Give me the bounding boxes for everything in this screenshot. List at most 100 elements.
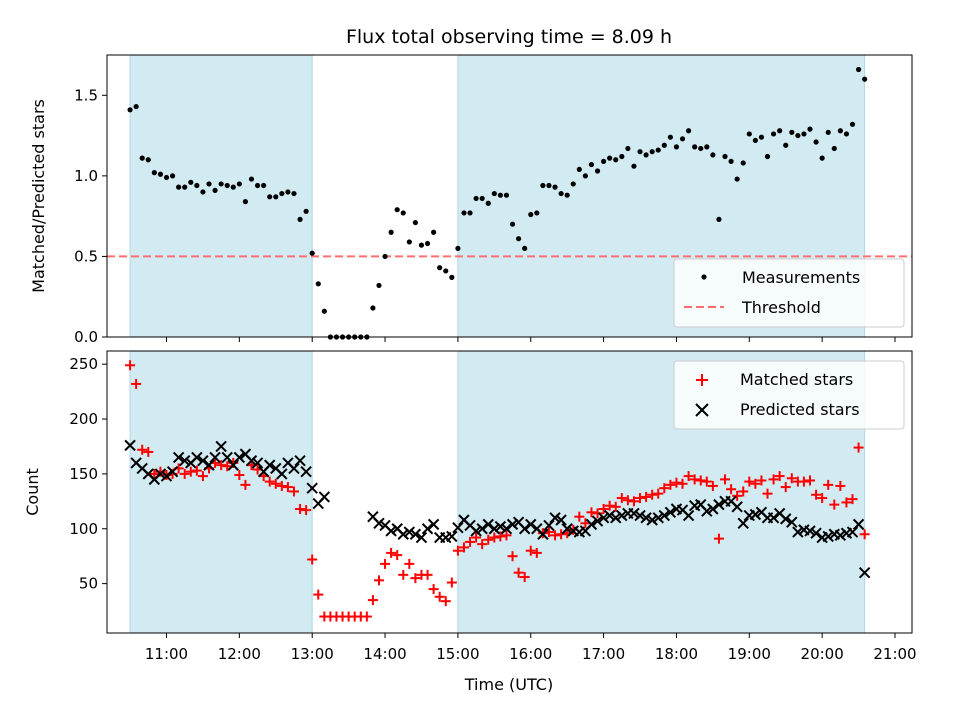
matched-star-point [440,596,451,607]
matched-star-point [841,497,852,508]
predicted-star-point [858,566,871,579]
y-tick-label: 250 [69,355,98,373]
matched-star-point [616,493,627,504]
measurement-point [600,158,607,164]
predicted-star-point [233,451,246,464]
matched-star-point [313,589,324,600]
matched-star-point [762,488,773,499]
bottom-axes-frame [106,350,913,634]
measurement-point [564,192,570,198]
measurement-point [594,168,601,174]
matched-star-point [276,480,287,491]
x-tick-label: 16:00 [509,645,552,663]
predicted-star-point [209,451,221,464]
matched-star-point [756,475,767,486]
x-tick-label: 17:00 [582,645,625,663]
x-tick-label: 21:00 [873,645,916,663]
predicted-star-point [597,512,610,524]
measurement-point [546,182,552,189]
measurement-point [704,144,710,150]
predicted-star-point [166,465,179,478]
measurement-point [218,181,224,187]
predicted-star-point [792,526,804,538]
measurement-point [783,142,789,148]
legend-measurements-marker [701,274,707,280]
predicted-star-point [737,517,749,529]
predicted-star-point [294,455,306,467]
measurement-point [370,305,376,311]
predicted-star-point [852,518,865,531]
matched-star-point [628,496,639,507]
measurement-point [400,210,406,216]
measurement-point [552,184,558,190]
measurement-point [139,155,145,161]
measurement-point [758,134,765,140]
predicted-star-point [786,516,798,528]
shaded-band-0 [129,350,313,634]
chart-title: Flux total observing time = 8.09 h [346,26,672,48]
matched-star-point [519,572,530,583]
y-tick-label: 150 [69,465,98,483]
predicted-star-point [780,513,792,525]
predicted-star-point [288,462,300,475]
measurement-point [479,195,485,202]
measurement-point [582,173,588,179]
matched-star-point [677,478,688,489]
matched-star-point [137,444,148,455]
matched-star-point [829,499,840,510]
predicted-star-point [822,530,834,543]
y-tick-label: 1.5 [74,86,98,104]
matched-star-point [641,491,652,502]
matched-star-point [805,475,816,486]
predicted-star-point [518,523,531,535]
predicted-star-point [482,518,494,531]
matched-star-point [653,488,664,499]
predicted-star-point [318,491,331,503]
bottom-y-axis-label: Count [23,468,42,516]
predicted-star-point [476,523,488,535]
predicted-star-point [810,527,822,539]
predicted-star-point [385,525,397,537]
measurement-point [734,176,740,182]
measurement-point [813,139,819,145]
measurement-point [261,182,267,189]
predicted-star-point [203,459,215,471]
measurement-point [588,161,595,168]
matched-star-point [234,469,245,480]
predicted-star-point [470,525,482,537]
matched-star-point [216,460,227,471]
top-panel: 0.0 0.5 1.0 1.5 Matched/Predicted stars Mea… [29,54,913,346]
y-tick-label: 200 [69,410,98,428]
matched-star-point [270,478,281,489]
measurement-point [528,211,534,218]
matched-star-point [513,567,524,578]
y-tick-label: 50 [79,575,98,593]
predicted-star-point [804,525,816,537]
matched-star-point [610,501,621,512]
matched-star-point [859,529,870,540]
measurement-point [461,210,467,216]
predicted-star-point [603,509,616,522]
predicted-star-point [215,440,227,453]
matched-star-point [410,573,421,584]
top-y-axis-label: Matched/Predicted stars [29,99,48,293]
measurement-point [485,200,491,206]
matched-star-point [131,378,142,389]
x-tick-label: 13:00 [291,645,334,663]
measurement-point [619,153,625,160]
measurement-point [746,131,752,137]
measurement-point [801,131,807,137]
matched-star-point [647,489,658,500]
measurement-point [643,152,649,158]
predicted-star-point [682,509,695,522]
matched-star-point [404,558,415,569]
predicted-star-point [707,503,719,515]
measurement-point [279,190,285,197]
predicted-star-point [616,509,628,522]
matched-star-point [197,471,208,482]
measurement-point [382,253,388,260]
measurement-point [163,174,170,181]
measurement-point [224,182,230,189]
matched-star-point [786,473,797,484]
measurement-point [242,199,249,205]
